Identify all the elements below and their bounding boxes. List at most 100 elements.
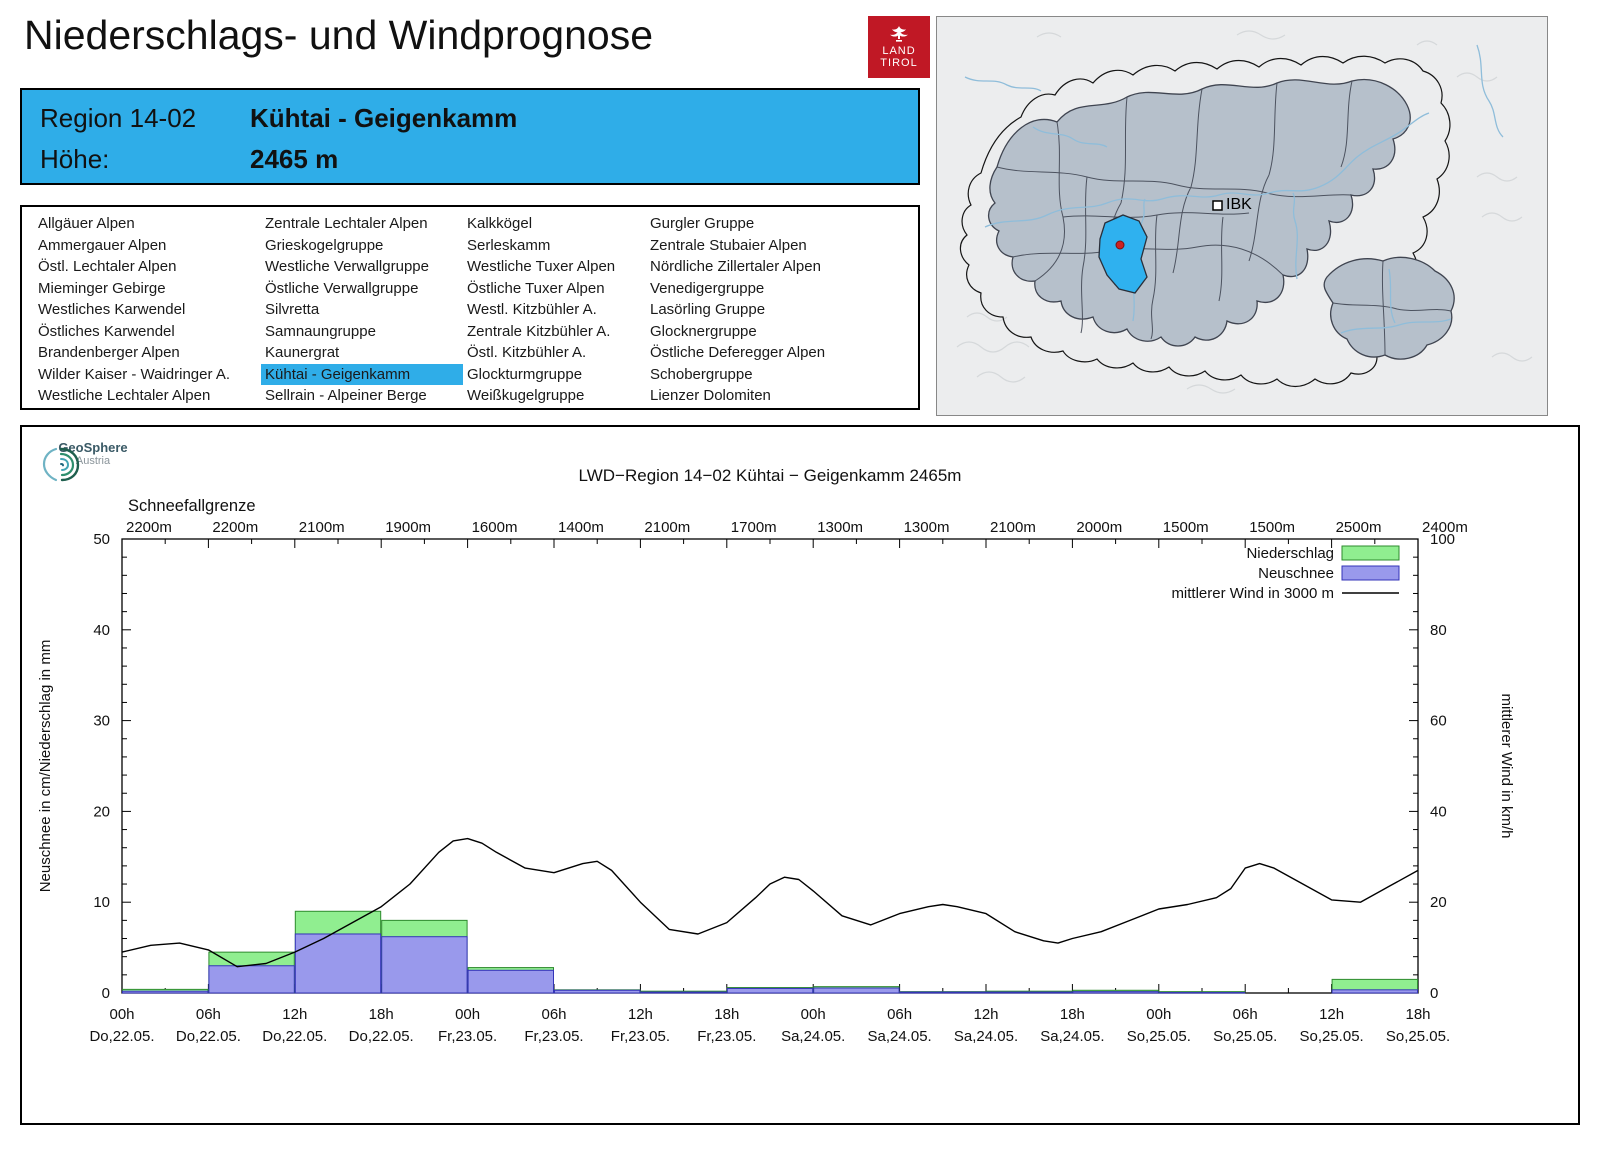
region-list-item[interactable]: Glocknergruppe	[650, 322, 757, 340]
y-axis-title-right: mittlerer Wind in km/h	[1498, 693, 1515, 838]
y-left-tick-label: 20	[93, 803, 110, 820]
region-list-item[interactable]: Nördliche Zillertaler Alpen	[650, 258, 821, 275]
map-region-mass-east[interactable]	[1323, 256, 1455, 360]
forecast-chart-panel: GeoSphere Austria LWD−Region 14−02 Kühta…	[20, 425, 1580, 1125]
region-list-item[interactable]: Serleskamm	[467, 236, 551, 254]
y-left-tick-label: 40	[93, 622, 110, 639]
x-tick-hour: 00h	[1146, 1006, 1171, 1023]
x-tick-hour: 00h	[801, 1006, 826, 1023]
region-list-item[interactable]: Östliche Verwallgruppe	[265, 279, 419, 297]
region-list-item[interactable]: Ammergauer Alpen	[38, 236, 167, 254]
bar-neuschnee	[986, 991, 1073, 994]
snowline-value: 2000m	[1076, 519, 1122, 536]
region-list-item[interactable]: Zentrale Lechtaler Alpen	[265, 215, 428, 232]
region-list-item-selected[interactable]: Kühtai - Geigenkamm	[261, 363, 463, 385]
region-list-item[interactable]: Schobergruppe	[650, 365, 753, 383]
map-region-boundaries	[996, 80, 1452, 356]
region-list-item[interactable]: Östl. Kitzbühler A.	[467, 344, 587, 361]
region-list-item[interactable]: Östliches Karwendel	[38, 322, 175, 340]
map-relief-lines	[956, 30, 1533, 394]
region-list-item[interactable]: Zentrale Kitzbühler A.	[467, 322, 611, 340]
region-list-item[interactable]: Gurgler Gruppe	[650, 215, 755, 232]
map-ibk-marker	[1212, 200, 1223, 211]
x-tick-hour: 06h	[541, 1006, 566, 1023]
region-list-item[interactable]: Kaunergrat	[265, 344, 340, 361]
snowline-value: 2100m	[990, 519, 1036, 536]
region-list-item[interactable]: Westliche Verwallgruppe	[265, 258, 429, 275]
region-list-item[interactable]: Venedigergruppe	[650, 279, 765, 297]
forecast-chart: LWD−Region 14−02 Kühtai − Geigenkamm 246…	[37, 466, 1515, 1045]
snowline-value: 1500m	[1249, 519, 1295, 536]
snowline-value: 1300m	[904, 519, 950, 536]
region-list-column: Allgäuer Alpen Ammergauer Alpen Östl. Lech…	[34, 213, 261, 408]
chart-title: LWD−Region 14−02 Kühtai − Geigenkamm 246…	[579, 466, 962, 485]
snowline-value: 2200m	[126, 519, 172, 536]
region-list-item[interactable]: Mieminger Gebirge	[38, 279, 166, 297]
x-tick-date: So,25.05.	[1299, 1028, 1363, 1045]
geosphere-swirl-icon	[42, 447, 80, 482]
snowline-value: 2100m	[299, 519, 345, 536]
bar-neuschnee	[208, 965, 295, 994]
x-tick-hour: 18h	[1405, 1006, 1430, 1023]
region-list-item[interactable]: Sellrain - Alpeiner Berge	[265, 387, 427, 404]
region-list-item[interactable]: Westliche Lechtaler Alpen	[38, 387, 211, 404]
region-list-item[interactable]: Weißkugelgruppe	[467, 387, 585, 404]
snowline-value: 1500m	[1163, 519, 1209, 536]
map-rivers-outside	[964, 44, 1504, 138]
x-tick-date: So,25.05.	[1127, 1028, 1191, 1045]
x-tick-date: Sa,24.05.	[867, 1028, 931, 1045]
bar-neuschnee	[899, 991, 986, 994]
tirol-map[interactable]: IBK	[937, 17, 1545, 413]
map-region-selected[interactable]	[1098, 214, 1148, 294]
bar-neuschnee	[1331, 989, 1418, 994]
map-station-dot	[1115, 240, 1125, 250]
region-list-item[interactable]: Östliche Tuxer Alpen	[467, 279, 605, 297]
region-list-item[interactable]: Östl. Lechtaler Alpen	[38, 258, 177, 275]
x-tick-date: Do,22.05.	[176, 1028, 241, 1045]
x-tick-date: Fr,23.05.	[524, 1028, 583, 1045]
bar-neuschnee	[554, 989, 641, 994]
region-list-column: Gurgler Gruppe Zentrale Stubaier Alpen Nör…	[646, 213, 918, 408]
x-tick-date: Sa,24.05.	[954, 1028, 1018, 1045]
region-list-item[interactable]: Lienzer Dolomiten	[650, 387, 771, 404]
region-list-item[interactable]: Lasörling Gruppe	[650, 301, 766, 318]
chart-top-axis-label: Schneefallgrenze	[128, 497, 256, 515]
y-right-tick-label: 40	[1430, 803, 1447, 820]
bar-neuschnee	[726, 987, 814, 994]
region-list-item[interactable]: Wilder Kaiser - Waidringer A.	[38, 365, 230, 383]
region-list-item[interactable]: Kalkkögel	[467, 215, 533, 232]
region-list-item[interactable]: Grieskogelgruppe	[265, 236, 384, 254]
x-tick-date: So,25.05.	[1386, 1028, 1450, 1045]
logo-text-land: LAND	[882, 45, 916, 57]
region-name: Kühtai - Geigenkamm	[250, 103, 518, 133]
region-list-item[interactable]: Westliches Karwendel	[38, 301, 186, 318]
region-list-item[interactable]: Glockturmgruppe	[467, 365, 583, 383]
region-list-item[interactable]: Östliche Deferegger Alpen	[650, 344, 826, 361]
x-tick-date: Fr,23.05.	[438, 1028, 497, 1045]
snowline-value: 1300m	[817, 519, 863, 536]
snowline-value: 1700m	[731, 519, 777, 536]
x-tick-hour: 18h	[369, 1006, 394, 1023]
region-list-item[interactable]: Westliche Tuxer Alpen	[467, 258, 616, 275]
snowline-value: 2400m	[1422, 519, 1468, 536]
region-list-item[interactable]: Brandenberger Alpen	[38, 344, 180, 361]
bar-neuschnee	[122, 990, 209, 994]
x-tick-hour: 06h	[887, 1006, 912, 1023]
snowline-value: 1600m	[472, 519, 518, 536]
region-list-column: Kalkkögel Serleskamm Westliche Tuxer Alpen…	[463, 213, 646, 408]
region-list-item[interactable]: Zentrale Stubaier Alpen	[650, 236, 807, 254]
bar-neuschnee	[467, 969, 555, 994]
geosphere-name: GeoSphere	[58, 440, 128, 455]
land-tirol-logo: LAND TIROL	[868, 16, 930, 78]
region-list-item[interactable]: Silvretta	[265, 301, 320, 318]
y-right-tick-label: 80	[1430, 622, 1447, 639]
region-list-item[interactable]: Allgäuer Alpen	[38, 215, 135, 232]
x-tick-hour: 00h	[455, 1006, 480, 1023]
y-right-tick-label: 60	[1430, 713, 1447, 730]
y-left-tick-label: 0	[102, 985, 110, 1002]
region-list-item[interactable]: Westl. Kitzbühler A.	[467, 301, 597, 318]
x-tick-date: So,25.05.	[1213, 1028, 1277, 1045]
map-ibk-label: IBK	[1226, 196, 1252, 213]
x-tick-date: Do,22.05.	[262, 1028, 327, 1045]
region-list-item[interactable]: Samnaungruppe	[265, 322, 376, 340]
